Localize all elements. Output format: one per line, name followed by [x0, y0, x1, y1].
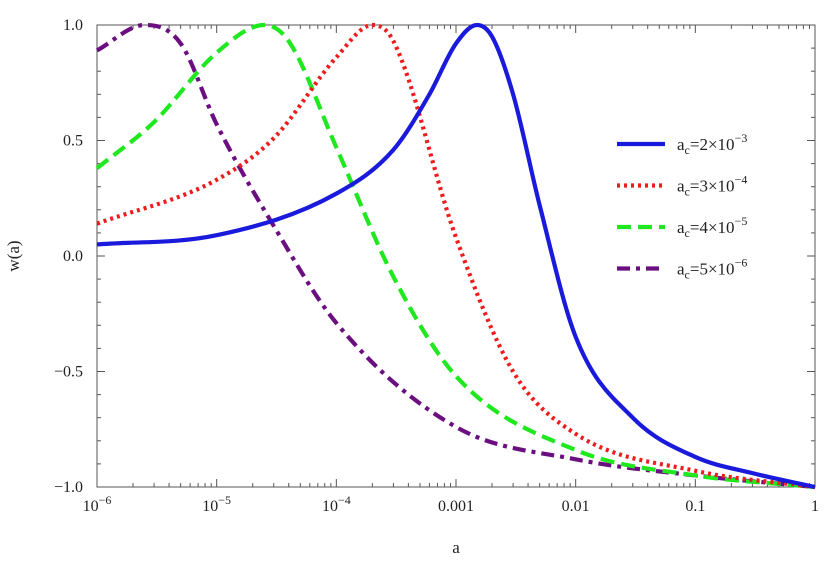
- y-tick-label: −1.0: [54, 479, 83, 496]
- legend-label: ac=5×10−6: [677, 256, 747, 282]
- x-axis-title: a: [452, 538, 460, 557]
- x-tick-label: 0.001: [438, 498, 474, 515]
- legend-entry-2: ac=3×10−4: [617, 173, 747, 199]
- x-tick-label: 10−6: [83, 493, 112, 515]
- series-line-3: [95, 22, 816, 490]
- x-tick-label: 1: [811, 498, 819, 515]
- legend-entry-3: ac=4×10−5: [617, 214, 747, 240]
- y-axis-title: w(a): [4, 240, 23, 271]
- y-tick-label: 0.5: [63, 133, 83, 150]
- x-tick-label: 10−4: [322, 493, 351, 515]
- legend-label: ac=2×10−3: [677, 131, 747, 157]
- series-line-1: [96, 22, 816, 490]
- x-tick-label: 0.1: [685, 498, 705, 515]
- y-tick-label: −0.5: [54, 364, 83, 381]
- y-tick-label: 0.0: [63, 248, 83, 265]
- legend-entry-4: ac=5×10−6: [617, 256, 747, 282]
- x-tick-label: 0.01: [562, 498, 590, 515]
- y-tick-label: 1.0: [63, 17, 83, 34]
- x-tick-label: 10−5: [202, 493, 231, 515]
- legend-entry-1: ac=2×10−3: [617, 131, 747, 157]
- series-line-4: [95, 22, 816, 490]
- legend-label: ac=4×10−5: [677, 214, 747, 240]
- legend-label: ac=3×10−4: [677, 173, 747, 199]
